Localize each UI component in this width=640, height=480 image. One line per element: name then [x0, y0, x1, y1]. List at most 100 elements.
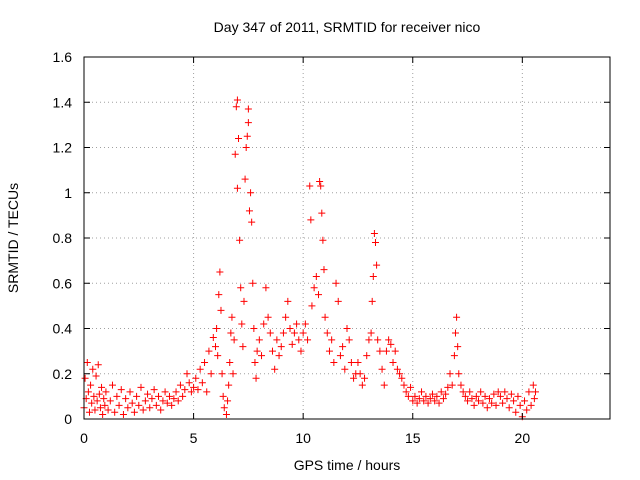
data-point — [279, 329, 287, 337]
data-point — [225, 381, 233, 389]
data-point — [323, 329, 331, 337]
data-point — [343, 325, 351, 332]
data-point — [249, 279, 257, 287]
data-point — [428, 390, 436, 398]
data-point — [312, 272, 320, 280]
data-point — [339, 343, 347, 351]
data-point — [95, 390, 103, 398]
data-point — [277, 343, 285, 351]
data-point — [341, 365, 349, 373]
data-point — [431, 397, 439, 405]
data-point — [104, 406, 112, 414]
data-point — [404, 392, 412, 400]
x-axis-label: GPS time / hours — [294, 457, 401, 473]
y-tick-label: 0.4 — [53, 321, 73, 337]
data-point — [157, 406, 165, 414]
data-point — [262, 284, 270, 292]
data-point — [222, 410, 230, 418]
data-point — [187, 388, 195, 396]
data-point — [494, 388, 502, 396]
data-point — [529, 381, 537, 389]
data-point — [393, 365, 401, 373]
data-point — [391, 347, 399, 355]
y-tick-label: 1.6 — [53, 49, 73, 65]
data-point — [307, 216, 315, 224]
data-point — [94, 361, 102, 369]
data-point — [512, 408, 520, 416]
data-point — [163, 399, 171, 407]
data-point — [398, 374, 406, 382]
data-point — [235, 134, 243, 142]
data-point — [99, 410, 107, 418]
data-point — [523, 406, 531, 414]
data-point — [354, 358, 362, 366]
data-point — [284, 297, 292, 305]
data-point — [243, 132, 251, 140]
data-point — [81, 374, 89, 382]
data-point — [83, 358, 91, 366]
data-point — [174, 397, 182, 405]
data-point — [426, 395, 434, 403]
data-point — [98, 383, 106, 391]
y-tick-label: 1.4 — [53, 94, 73, 110]
data-point — [293, 320, 301, 328]
data-point — [111, 408, 119, 416]
y-tick-label: 0.8 — [53, 230, 73, 246]
data-point — [330, 358, 338, 366]
data-point — [273, 336, 281, 344]
data-point — [220, 404, 228, 412]
data-point — [453, 313, 461, 321]
data-point — [215, 291, 223, 299]
data-point — [88, 399, 96, 407]
data-point — [418, 388, 426, 396]
data-point — [231, 150, 239, 158]
data-point — [507, 390, 515, 398]
data-point — [306, 182, 314, 190]
data-point — [505, 404, 513, 412]
data-point — [183, 370, 191, 378]
data-point — [387, 340, 395, 348]
data-point — [457, 381, 465, 389]
data-point — [411, 392, 419, 400]
data-point — [499, 399, 507, 407]
data-point — [252, 374, 260, 382]
data-point — [92, 372, 100, 380]
data-point — [155, 392, 163, 400]
data-point — [93, 397, 101, 405]
data-point — [479, 399, 487, 407]
data-point — [170, 395, 178, 403]
data-point — [100, 395, 108, 403]
data-point — [442, 390, 450, 398]
data-point — [87, 381, 95, 389]
data-point — [485, 395, 493, 403]
data-point — [365, 336, 373, 344]
data-point — [245, 207, 253, 215]
data-point — [133, 392, 141, 400]
data-point — [203, 388, 211, 396]
data-point — [455, 370, 463, 378]
data-point — [310, 284, 318, 292]
data-point — [472, 392, 480, 400]
data-point — [90, 392, 98, 400]
data-point — [503, 395, 511, 403]
data-point — [117, 386, 125, 394]
data-point — [250, 325, 258, 332]
data-point — [490, 390, 498, 398]
data-point — [198, 379, 206, 387]
data-point — [159, 397, 167, 405]
data-point — [370, 229, 378, 237]
data-point — [422, 392, 430, 400]
data-point — [470, 401, 478, 409]
data-point — [165, 392, 173, 400]
data-point — [396, 370, 404, 378]
data-point — [521, 397, 529, 405]
data-point — [141, 397, 149, 405]
data-point — [207, 370, 215, 378]
data-point — [350, 374, 358, 382]
x-tick-label: 0 — [80, 430, 88, 446]
data-point — [295, 336, 303, 344]
data-point — [152, 401, 160, 409]
data-point — [242, 144, 250, 151]
data-point — [190, 383, 198, 391]
